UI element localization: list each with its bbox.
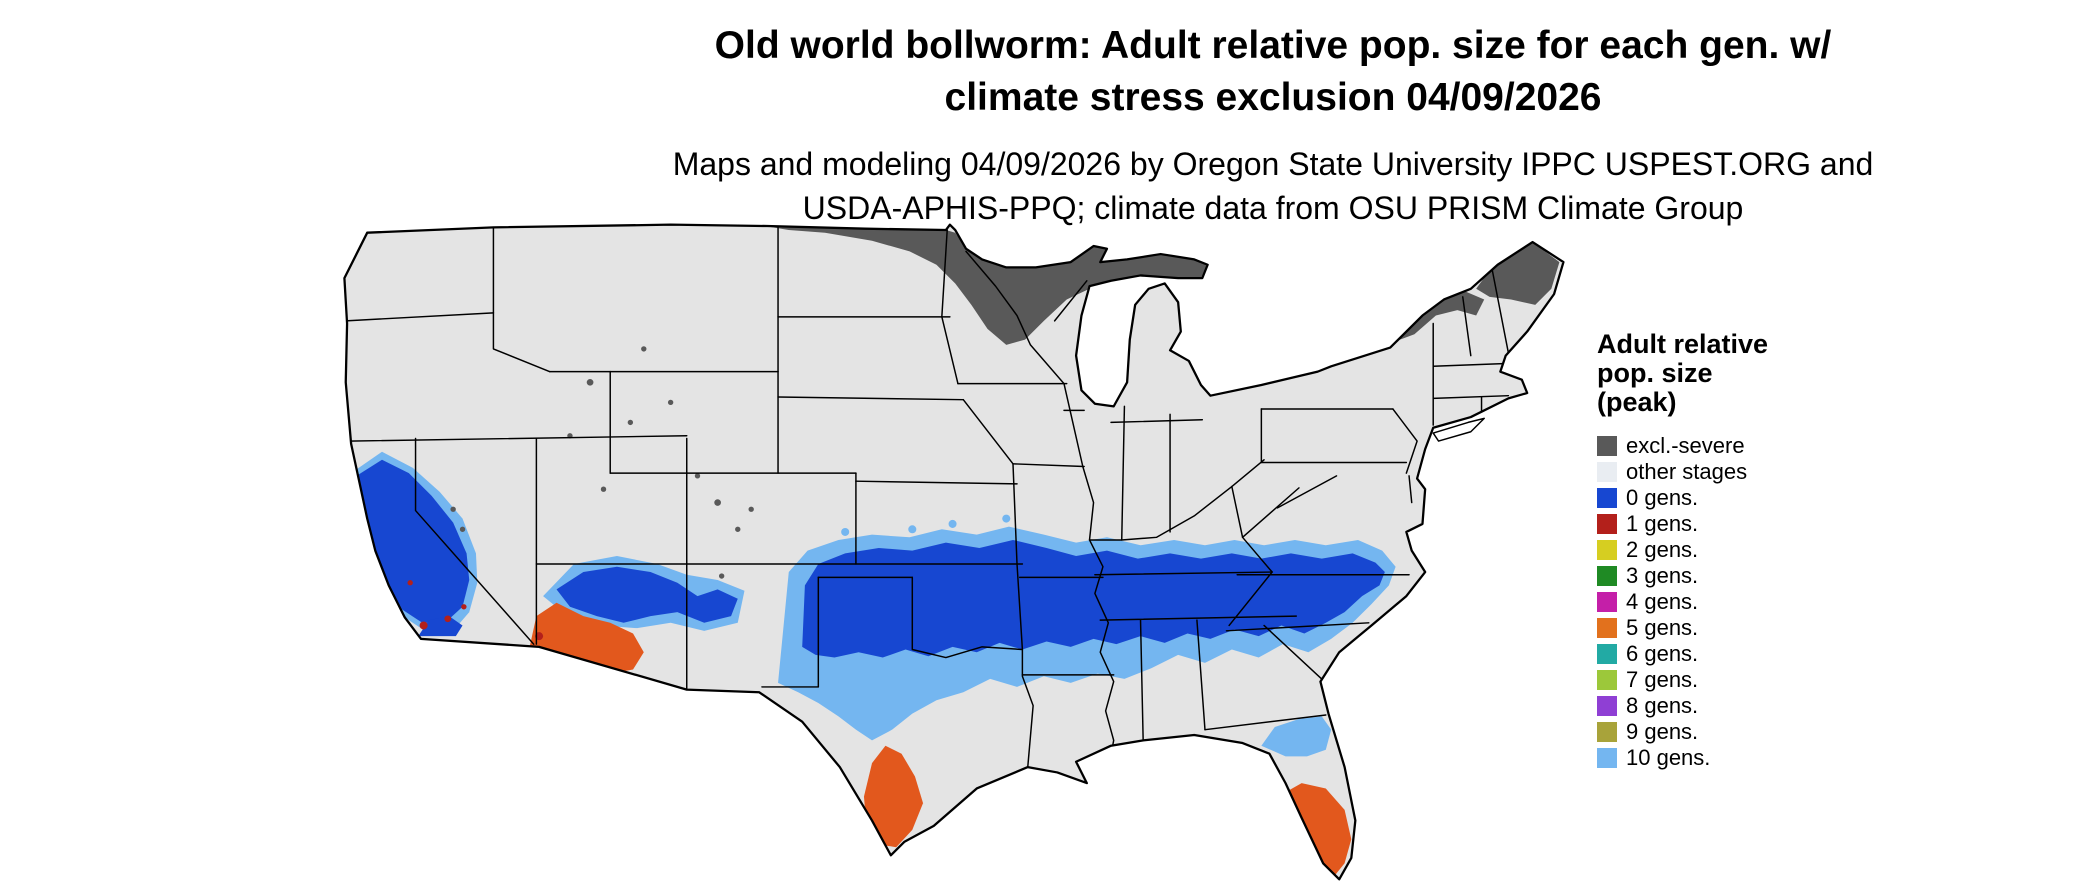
legend-title-line1: Adult relative xyxy=(1597,329,1769,359)
legend-item-3-gens: 3 gens. xyxy=(1597,563,1837,589)
map-subtitle-line2: USDA-APHIS-PPQ; climate data from OSU PR… xyxy=(802,190,1744,226)
legend-item-5-gens: 5 gens. xyxy=(1597,615,1837,641)
us-map-svg xyxy=(343,223,1565,881)
map-title-line2: climate stress exclusion 04/09/2026 xyxy=(944,76,1602,119)
legend-item-9-gens: 9 gens. xyxy=(1597,719,1837,745)
state-borders xyxy=(345,226,1510,768)
legend-swatch xyxy=(1597,462,1617,482)
legend-item-label: 6 gens. xyxy=(1626,641,1699,666)
legend-item-label: 2 gens. xyxy=(1626,537,1699,562)
legend-item-other-stages: other stages xyxy=(1597,459,1837,485)
legend-swatch xyxy=(1597,488,1617,508)
legend-title: Adult relative pop. size (peak) xyxy=(1597,330,1837,417)
figure-titles: Old world bollworm: Adult relative pop. … xyxy=(573,20,1973,230)
legend-item-label: 8 gens. xyxy=(1626,693,1699,718)
legend-item-label: 5 gens. xyxy=(1626,615,1699,640)
legend-swatch xyxy=(1597,748,1617,768)
map-subtitle-line1: Maps and modeling 04/09/2026 by Oregon S… xyxy=(672,146,1874,182)
legend-swatch xyxy=(1597,592,1617,612)
legend-swatch xyxy=(1597,436,1617,456)
map-legend: Adult relative pop. size (peak) excl.-se… xyxy=(1597,330,1837,771)
legend-title-line3: (peak) xyxy=(1597,387,1677,417)
legend-item-label: 0 gens. xyxy=(1626,485,1699,510)
legend-item-label: other stages xyxy=(1626,459,1748,484)
legend-item-label: 3 gens. xyxy=(1626,563,1699,588)
legend-item-label: 10 gens. xyxy=(1626,745,1711,770)
legend-item-2-gens: 2 gens. xyxy=(1597,537,1837,563)
legend-swatch xyxy=(1597,514,1617,534)
legend-item-label: 7 gens. xyxy=(1626,667,1699,692)
map-title-line1: Old world bollworm: Adult relative pop. … xyxy=(714,24,1832,67)
legend-items: excl.-severe other stages 0 gens. 1 gens. 2 … xyxy=(1597,433,1837,771)
us-outline xyxy=(343,223,1565,881)
legend-title-line2: pop. size xyxy=(1597,358,1713,388)
legend-item-label: 1 gens. xyxy=(1626,511,1699,536)
map-subtitle: Maps and modeling 04/09/2026 by Oregon S… xyxy=(573,142,1973,230)
region-blue-core xyxy=(356,459,1385,658)
long-island xyxy=(1432,417,1485,442)
legend-item-8-gens: 8 gens. xyxy=(1597,693,1837,719)
legend-item-0-gens: 0 gens. xyxy=(1597,485,1837,511)
legend-swatch xyxy=(1597,618,1617,638)
legend-swatch xyxy=(1597,696,1617,716)
legend-item-label: 4 gens. xyxy=(1626,589,1699,614)
legend-item-1-gens: 1 gens. xyxy=(1597,511,1837,537)
legend-item-10-gens: 10 gens. xyxy=(1597,745,1837,771)
legend-item-6-gens: 6 gens. xyxy=(1597,641,1837,667)
legend-swatch xyxy=(1597,540,1617,560)
legend-swatch xyxy=(1597,644,1617,664)
legend-swatch xyxy=(1597,722,1617,742)
legend-item-label: excl.-severe xyxy=(1626,433,1745,458)
legend-item-4-gens: 4 gens. xyxy=(1597,589,1837,615)
us-map xyxy=(335,222,1597,890)
legend-item-excl-severe: excl.-severe xyxy=(1597,433,1837,459)
legend-item-label: 9 gens. xyxy=(1626,719,1699,744)
legend-swatch xyxy=(1597,670,1617,690)
legend-item-7-gens: 7 gens. xyxy=(1597,667,1837,693)
legend-swatch xyxy=(1597,566,1617,586)
